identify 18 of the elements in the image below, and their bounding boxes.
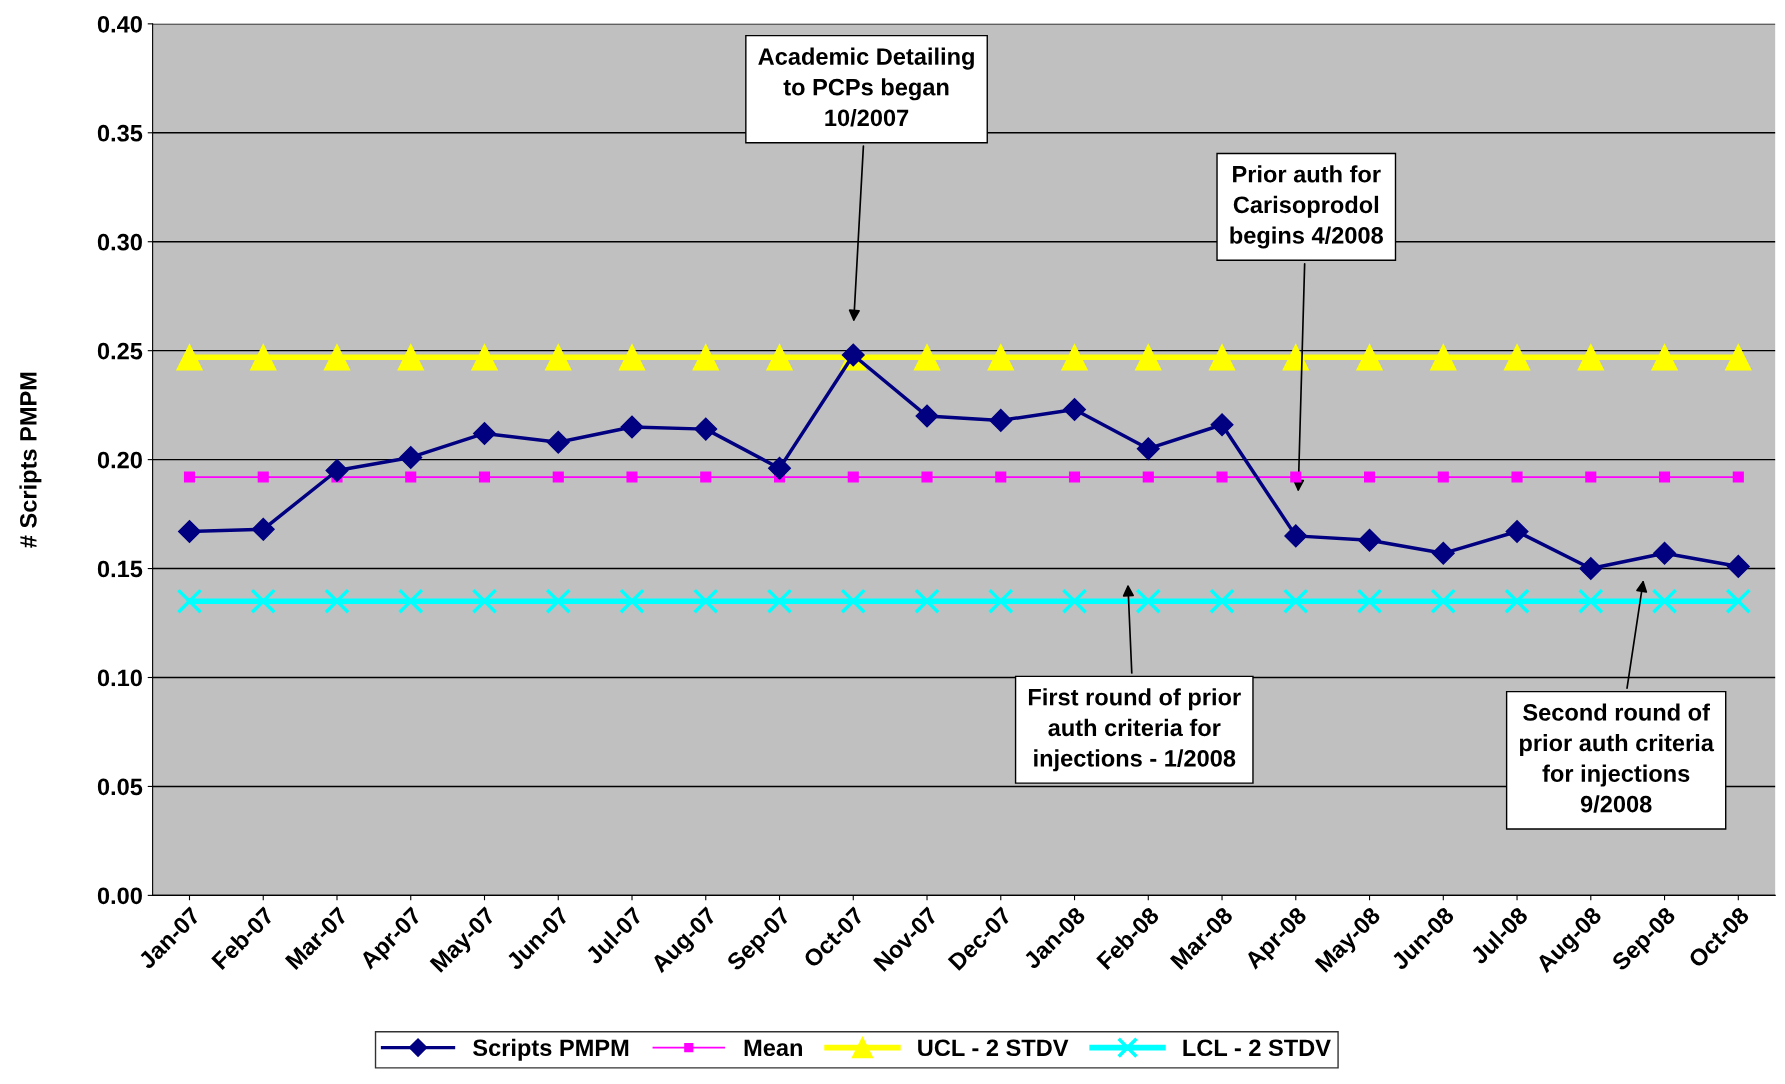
y-tick-label: 0.20 bbox=[97, 451, 142, 469]
legend-label: Scripts PMPM bbox=[473, 1038, 629, 1061]
y-tick-label: 0.05 bbox=[97, 778, 143, 796]
y-tick-label: 0.35 bbox=[97, 124, 143, 142]
annotation: Academic Detailing to PCPs began 10/2007 bbox=[758, 47, 974, 127]
legend-label: Mean bbox=[744, 1039, 802, 1057]
legend-label: LCL - 2 STDV bbox=[1183, 1039, 1331, 1057]
y-tick-label: 0.25 bbox=[97, 342, 143, 360]
y-axis-title: # Scripts PMPM bbox=[19, 372, 42, 548]
y-tick-label: 0.30 bbox=[97, 233, 142, 251]
y-tick-label: 0.15 bbox=[97, 560, 143, 578]
legend-label: UCL - 2 STDV bbox=[918, 1039, 1069, 1057]
annotation: Prior auth for Carisoprodol begins 4/2008 bbox=[1230, 165, 1383, 249]
annotation: First round of prior auth criteria for injections - 1/2008 bbox=[1028, 688, 1241, 772]
y-tick-label: 0.10 bbox=[97, 669, 142, 687]
y-tick-label: 0.00 bbox=[97, 887, 142, 905]
annotation: Second round of prior auth criteria for injections 9/2008 bbox=[1519, 703, 1715, 813]
y-tick-label: 0.40 bbox=[97, 15, 142, 33]
